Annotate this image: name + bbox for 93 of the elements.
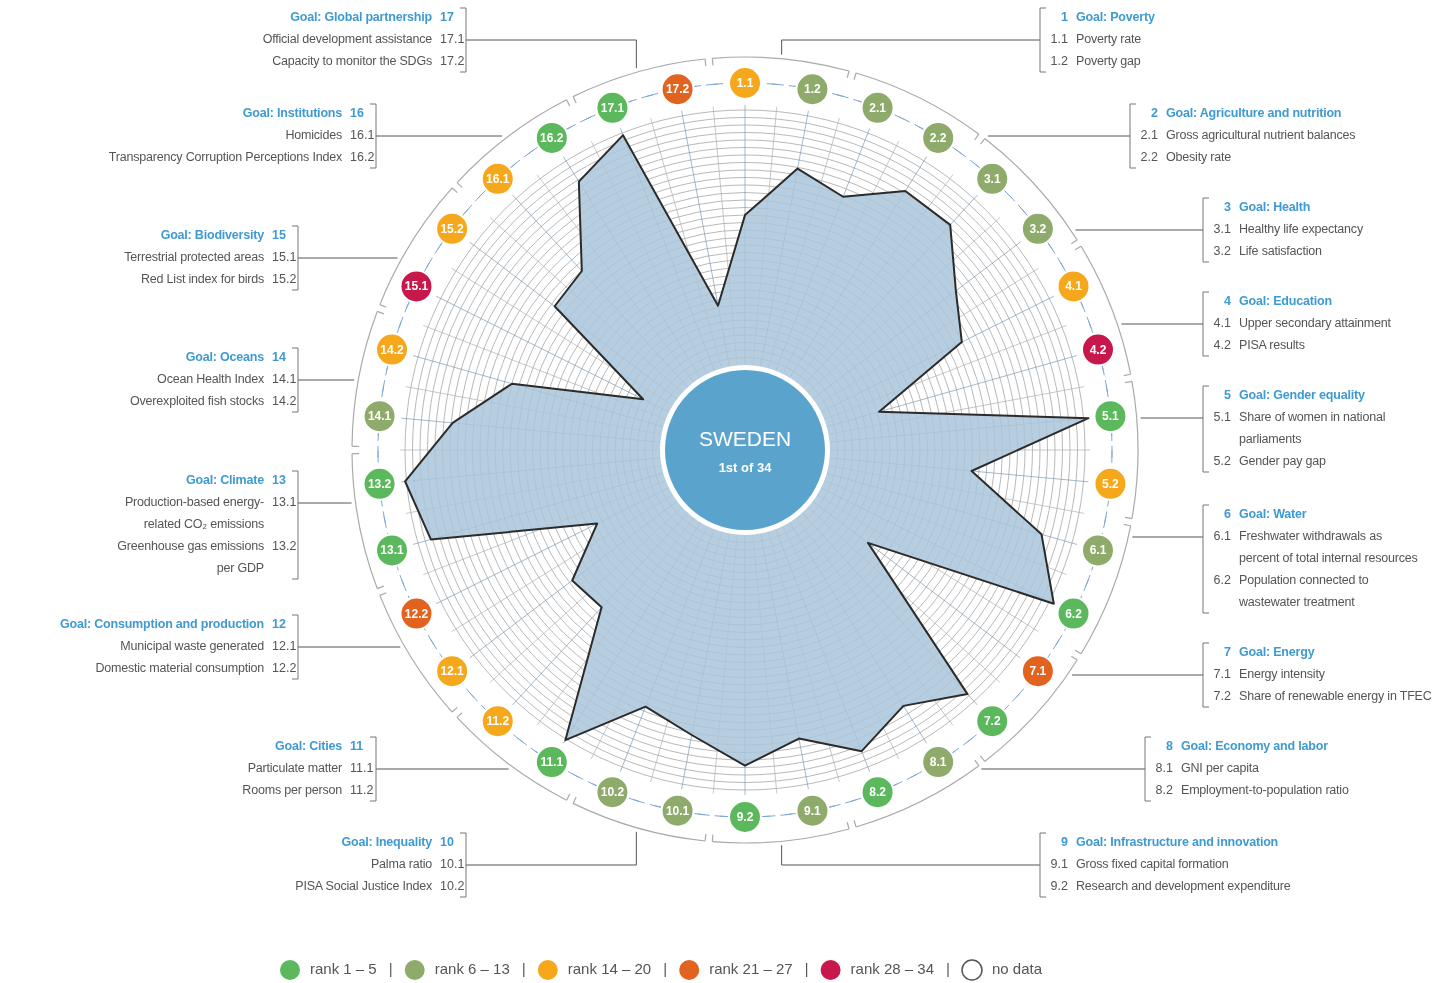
text: SWEDEN <box>698 427 792 450</box>
spoke-label: 3.1 <box>983 171 1001 186</box>
text: rank 14 – 20 <box>567 959 652 977</box>
text: no data <box>992 959 1043 977</box>
spoke-label: 5.1 <box>1102 409 1120 424</box>
text: Ocean Health Index 14.1 <box>157 372 297 387</box>
text: Production-based energy-related CO₂ emissions 13.1 <box>124 495 297 532</box>
text: 2.2 Obesity rate <box>1140 150 1232 165</box>
text: 6.2 Population connected to wastewater treatment <box>1213 573 1369 610</box>
text: PISA Social Justice Index 10.2 <box>295 879 465 894</box>
spoke-label: 16.2 <box>540 130 564 145</box>
text: Goal: Inequality 10 <box>341 835 454 850</box>
spoke-label: 15.1 <box>404 279 429 294</box>
text: Particulate matter 11.1 <box>247 761 374 776</box>
text: Transparency Corruption Perceptions Index 16.2 <box>108 150 375 165</box>
text: 7.2 Share of renewable energy in TFEC <box>1213 689 1432 704</box>
text: Terrestrial protected areas 15.1 <box>124 250 297 265</box>
text: 8.1 GNI per capita <box>1155 761 1260 776</box>
spoke-label: 14.1 <box>367 409 392 424</box>
text: rank 28 – 34 <box>850 959 934 977</box>
spoke-label: 2.1 <box>869 100 887 115</box>
text: Capacity to monitor the SDGs 17.2 <box>272 54 465 69</box>
spoke-label: 12.2 <box>404 606 429 621</box>
text: Municipal waste generated 12.1 <box>120 639 297 654</box>
spoke-label: 10.1 <box>665 803 690 818</box>
text: 3.1 Healthy life expectancy <box>1213 222 1364 237</box>
spoke-label: 1.2 <box>804 82 822 97</box>
text: 9.1 Gross fixed capital formation <box>1050 857 1229 872</box>
text: rank 1 – 5 <box>310 959 377 977</box>
spoke-label: 15.2 <box>440 221 465 236</box>
text: 8.2 Employment-to-population ratio <box>1155 783 1349 798</box>
text: 9.2 Research and development expenditure <box>1050 879 1291 894</box>
text: rank 21 – 27 <box>709 959 793 977</box>
spoke-label: 6.1 <box>1089 543 1107 558</box>
text: Goal: Biodiversity 15 <box>160 228 286 243</box>
text: 3 Goal: Health <box>1224 200 1311 215</box>
text: 2 Goal: Agriculture and nutrition <box>1151 106 1342 121</box>
spoke-label: 17.2 <box>665 82 690 97</box>
text: 7.1 Energy intensity <box>1213 667 1326 682</box>
text: 6 Goal: Water <box>1224 507 1307 522</box>
text: Domestic material consumption 12.2 <box>95 661 297 676</box>
text: Greenhouse gas emissions per GDP 13.2 <box>117 539 297 576</box>
text: 4.1 Upper secondary attainment <box>1213 316 1392 331</box>
text: Goal: Oceans 14 <box>185 350 286 365</box>
text: Palma ratio 10.1 <box>370 857 465 872</box>
text: 1 Goal: Poverty <box>1061 10 1155 25</box>
spoke-label: 7.1 <box>1029 664 1047 679</box>
text: 5.2 Gender pay gap <box>1213 454 1327 469</box>
text: 7 Goal: Energy <box>1224 645 1315 660</box>
spoke-label: 13.1 <box>380 543 405 558</box>
text: 1.1 Poverty rate <box>1050 32 1142 47</box>
spoke-label: 8.2 <box>869 785 887 800</box>
spoke-label: 9.2 <box>736 810 754 824</box>
text: Goal: Global partnership 17 <box>290 10 454 25</box>
spoke-label: 2.2 <box>929 130 947 145</box>
spoke-label: 5.2 <box>1102 476 1120 491</box>
text: 6.1 Freshwater withdrawals as percent of total internal resources <box>1213 529 1418 566</box>
text: 4 Goal: Education <box>1224 294 1332 309</box>
text: rank 6 – 13 <box>434 959 510 977</box>
text: Goal: Climate 13 <box>186 473 286 488</box>
text: Goal: Cities 11 <box>274 739 364 754</box>
spoke-label: 12.1 <box>440 664 465 679</box>
text: Overexploited fish stocks 14.2 <box>130 394 297 409</box>
spoke-label: 11.2 <box>486 714 510 729</box>
text: 4.2 PISA results <box>1213 338 1305 353</box>
spoke-label: 9.1 <box>804 803 822 818</box>
text: Official development assistance 17.1 <box>262 32 465 47</box>
spoke-label: 4.1 <box>1065 279 1083 294</box>
text: Red List index for birds 15.2 <box>140 272 297 287</box>
spoke-label: 13.2 <box>367 476 392 491</box>
text: 5.1 Share of women in national parliaments <box>1213 410 1386 447</box>
text: 9 Goal: Infrastructure and innovation <box>1061 835 1279 850</box>
spoke-label: 10.2 <box>600 785 625 800</box>
text: 2.1 Gross agricultural nutrient balances <box>1140 128 1356 143</box>
text: 1.2 Poverty gap <box>1050 54 1141 69</box>
text: 3.2 Life satisfaction <box>1213 244 1323 259</box>
text: Goal: Institutions 16 <box>242 106 364 121</box>
spoke-label: 1.1 <box>736 76 754 90</box>
text: 1st of 34 <box>718 460 773 475</box>
spoke-label: 7.2 <box>983 714 1001 729</box>
spoke-label: 6.2 <box>1065 606 1083 621</box>
spoke-label: 16.1 <box>486 171 510 186</box>
spoke-label: 8.1 <box>929 755 947 770</box>
spoke-label: 4.2 <box>1089 342 1107 357</box>
spoke-label: 17.1 <box>600 100 625 115</box>
spoke-label: 3.2 <box>1029 221 1047 236</box>
spoke-label: 14.2 <box>380 342 405 357</box>
text: Rooms per person 11.2 <box>242 783 374 798</box>
text: Homicides 16.1 <box>285 128 375 143</box>
text: 8 Goal: Economy and labor <box>1166 739 1329 754</box>
spoke-label: 11.1 <box>540 755 564 770</box>
text: 5 Goal: Gender equality <box>1224 388 1365 403</box>
text: Goal: Consumption and production 12 <box>60 617 286 632</box>
